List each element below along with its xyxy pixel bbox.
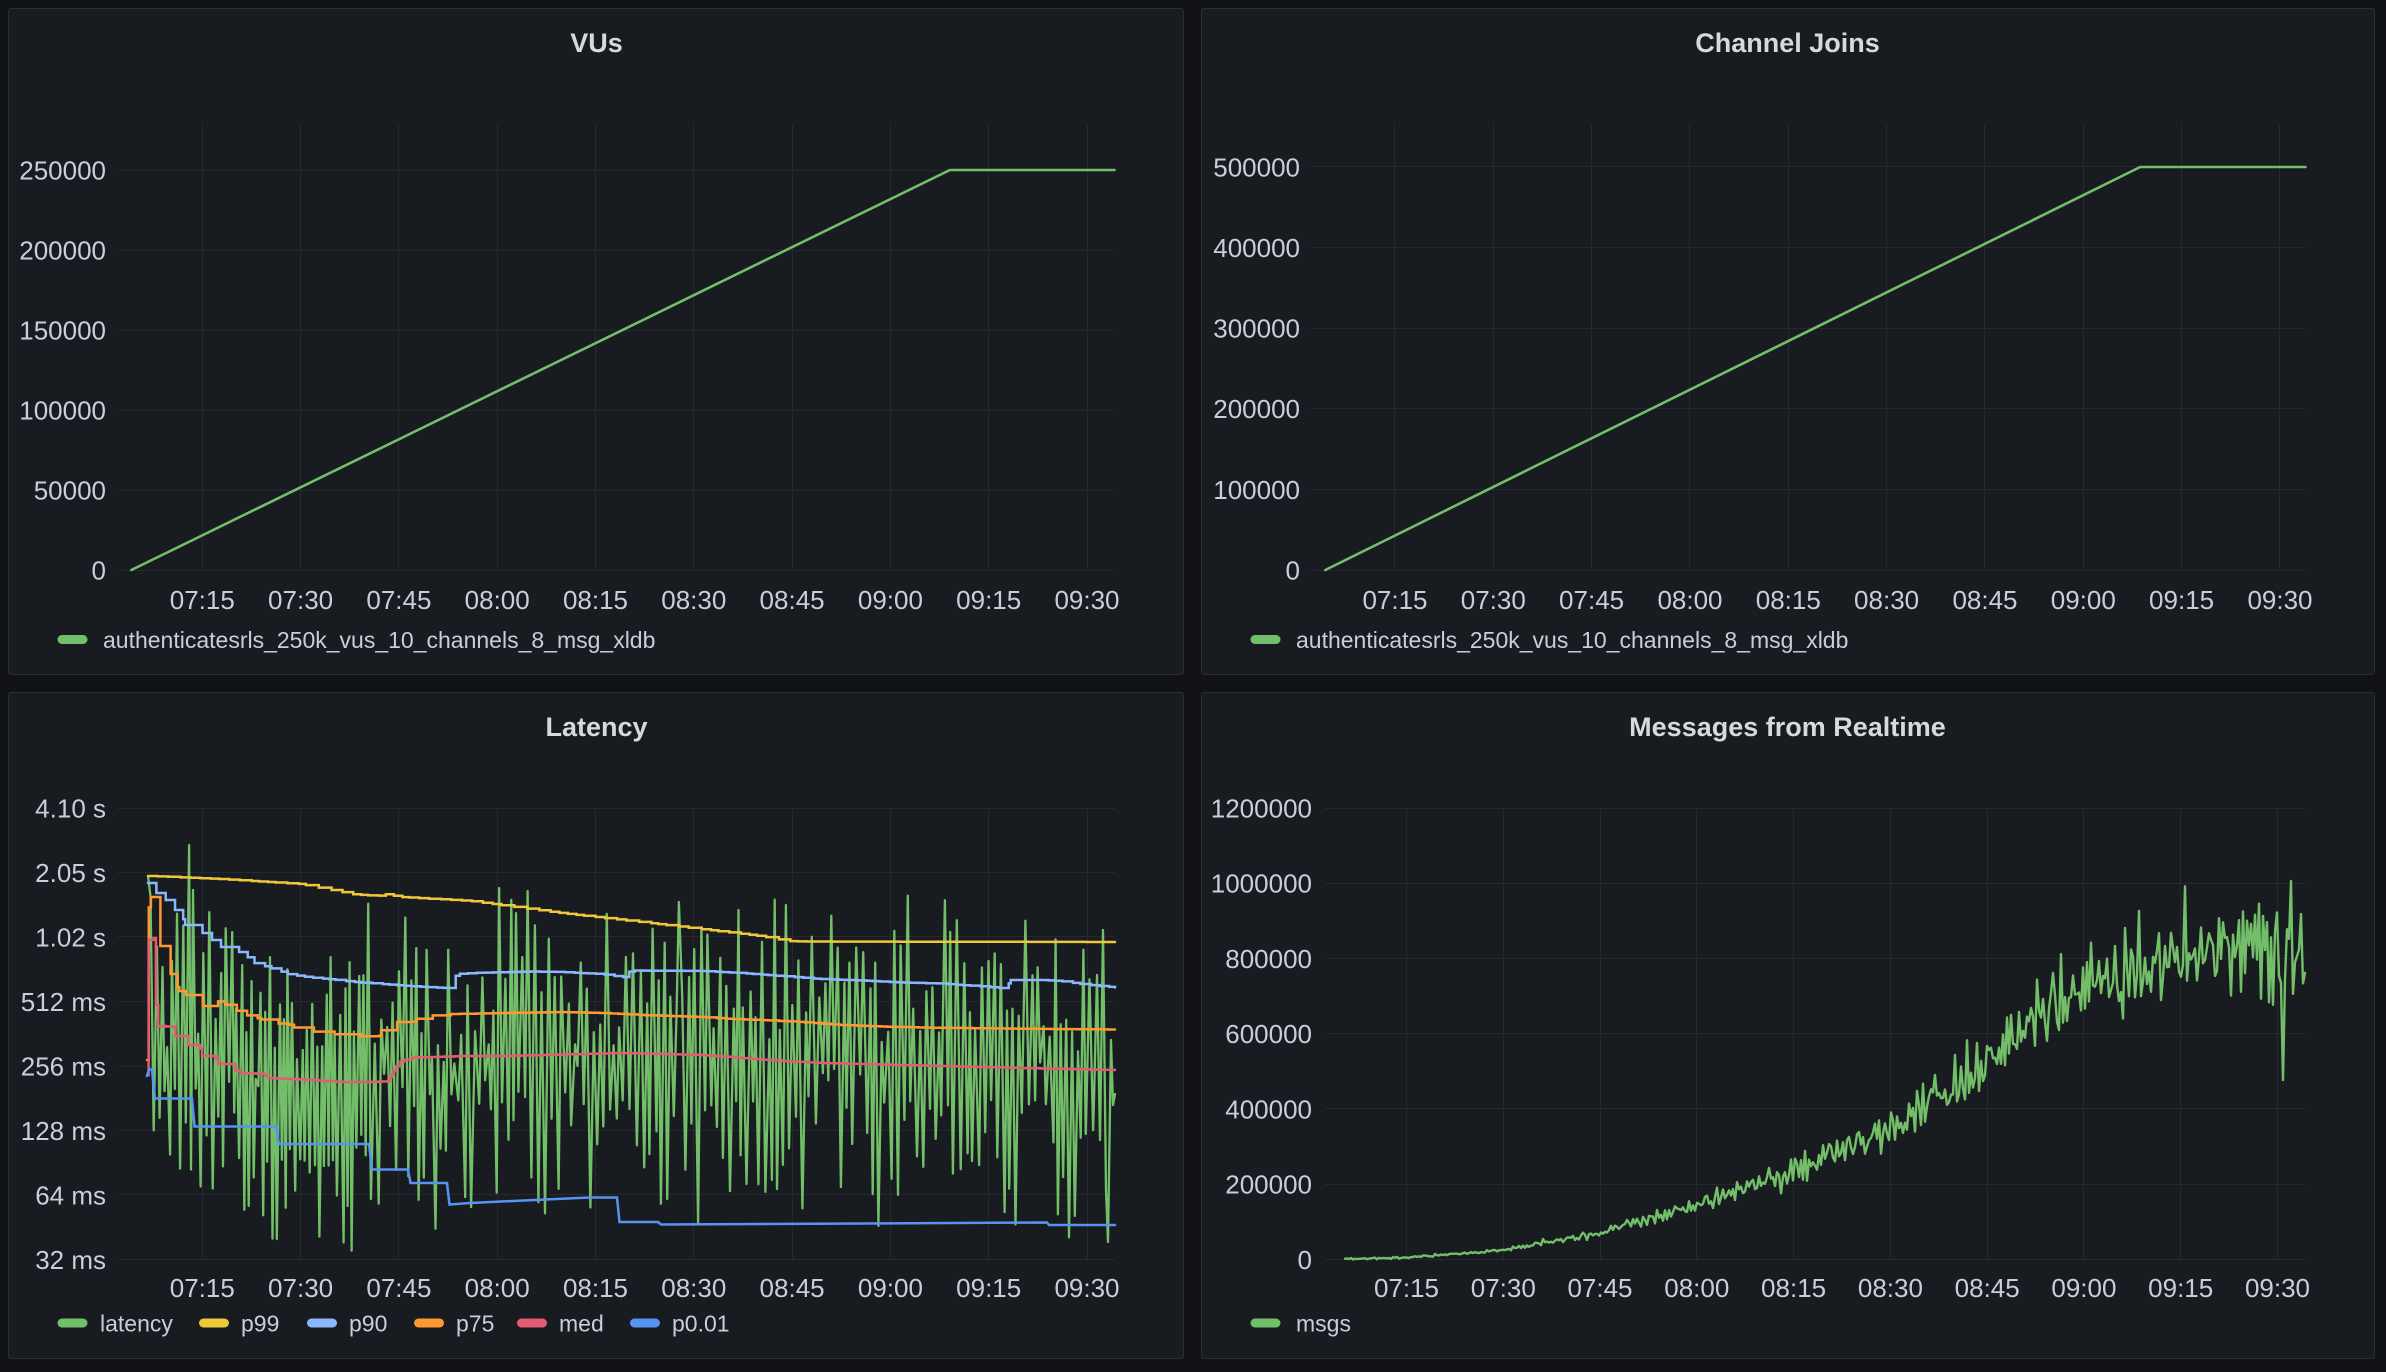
svg-text:400000: 400000 (1225, 1094, 1312, 1124)
svg-text:64 ms: 64 ms (35, 1180, 106, 1210)
svg-text:08:30: 08:30 (661, 1273, 726, 1303)
svg-text:p75: p75 (456, 1311, 494, 1337)
svg-text:07:30: 07:30 (1461, 585, 1526, 615)
svg-text:08:15: 08:15 (1756, 585, 1821, 615)
svg-text:08:45: 08:45 (760, 585, 825, 615)
svg-text:600000: 600000 (1225, 1019, 1312, 1049)
svg-text:256 ms: 256 ms (21, 1051, 106, 1081)
svg-text:VUs: VUs (570, 28, 623, 58)
svg-text:100000: 100000 (1213, 475, 1300, 505)
svg-text:128 ms: 128 ms (21, 1116, 106, 1146)
svg-text:500000: 500000 (1213, 152, 1300, 182)
svg-text:07:15: 07:15 (170, 1273, 235, 1303)
svg-text:authenticatesrls_250k_vus_10_c: authenticatesrls_250k_vus_10_channels_8_… (1296, 627, 1848, 653)
svg-text:Messages from Realtime: Messages from Realtime (1629, 712, 1946, 742)
svg-text:32 ms: 32 ms (35, 1245, 106, 1275)
svg-text:09:00: 09:00 (858, 585, 923, 615)
svg-text:08:15: 08:15 (1761, 1273, 1826, 1303)
svg-text:800000: 800000 (1225, 944, 1312, 974)
svg-text:07:15: 07:15 (170, 585, 235, 615)
svg-text:1200000: 1200000 (1211, 793, 1312, 823)
svg-text:Channel Joins: Channel Joins (1695, 28, 1880, 58)
svg-text:200000: 200000 (19, 235, 106, 265)
svg-text:4.10 s: 4.10 s (35, 793, 106, 823)
svg-text:09:00: 09:00 (2051, 585, 2116, 615)
svg-text:07:45: 07:45 (366, 1273, 431, 1303)
svg-text:authenticatesrls_250k_vus_10_c: authenticatesrls_250k_vus_10_channels_8_… (103, 627, 655, 653)
svg-text:08:15: 08:15 (563, 585, 628, 615)
svg-text:07:45: 07:45 (1559, 585, 1624, 615)
svg-text:0: 0 (1298, 1245, 1312, 1275)
svg-text:08:45: 08:45 (760, 1273, 825, 1303)
svg-text:07:45: 07:45 (366, 585, 431, 615)
svg-text:2.05 s: 2.05 s (35, 858, 106, 888)
svg-text:p99: p99 (241, 1311, 279, 1337)
svg-text:08:30: 08:30 (1854, 585, 1919, 615)
svg-text:07:30: 07:30 (268, 585, 333, 615)
svg-text:08:00: 08:00 (465, 585, 530, 615)
svg-text:1.02 s: 1.02 s (35, 922, 106, 952)
svg-text:0: 0 (92, 555, 106, 585)
svg-text:08:30: 08:30 (1858, 1273, 1923, 1303)
svg-text:latency: latency (100, 1311, 173, 1337)
svg-text:09:30: 09:30 (2247, 585, 2312, 615)
svg-text:09:15: 09:15 (956, 1273, 1021, 1303)
svg-text:08:00: 08:00 (1657, 585, 1722, 615)
svg-text:med: med (559, 1311, 604, 1337)
svg-text:09:00: 09:00 (2051, 1273, 2116, 1303)
svg-text:Latency: Latency (545, 712, 647, 742)
svg-text:150000: 150000 (19, 315, 106, 345)
svg-text:08:00: 08:00 (465, 1273, 530, 1303)
svg-text:08:00: 08:00 (1664, 1273, 1729, 1303)
svg-text:09:15: 09:15 (956, 585, 1021, 615)
svg-text:07:15: 07:15 (1362, 585, 1427, 615)
svg-text:08:15: 08:15 (563, 1273, 628, 1303)
svg-text:300000: 300000 (1213, 314, 1300, 344)
svg-text:200000: 200000 (1225, 1170, 1312, 1200)
svg-text:09:15: 09:15 (2149, 585, 2214, 615)
svg-text:07:15: 07:15 (1374, 1273, 1439, 1303)
svg-text:09:00: 09:00 (858, 1273, 923, 1303)
svg-text:512 ms: 512 ms (21, 987, 106, 1017)
svg-text:09:30: 09:30 (1054, 585, 1119, 615)
svg-text:400000: 400000 (1213, 233, 1300, 263)
svg-text:0: 0 (1286, 555, 1300, 585)
svg-text:08:45: 08:45 (1955, 1273, 2020, 1303)
svg-text:50000: 50000 (34, 475, 106, 505)
svg-text:p90: p90 (349, 1311, 387, 1337)
svg-text:07:30: 07:30 (268, 1273, 333, 1303)
svg-text:09:30: 09:30 (2245, 1273, 2310, 1303)
svg-text:msgs: msgs (1296, 1311, 1351, 1337)
svg-text:250000: 250000 (19, 155, 106, 185)
svg-text:1000000: 1000000 (1211, 869, 1312, 899)
svg-text:08:30: 08:30 (661, 585, 726, 615)
svg-text:p0.01: p0.01 (672, 1311, 730, 1337)
svg-text:200000: 200000 (1213, 394, 1300, 424)
svg-text:100000: 100000 (19, 395, 106, 425)
svg-text:09:30: 09:30 (1054, 1273, 1119, 1303)
svg-text:07:30: 07:30 (1471, 1273, 1536, 1303)
svg-text:07:45: 07:45 (1567, 1273, 1632, 1303)
svg-text:09:15: 09:15 (2148, 1273, 2213, 1303)
svg-text:08:45: 08:45 (1952, 585, 2017, 615)
